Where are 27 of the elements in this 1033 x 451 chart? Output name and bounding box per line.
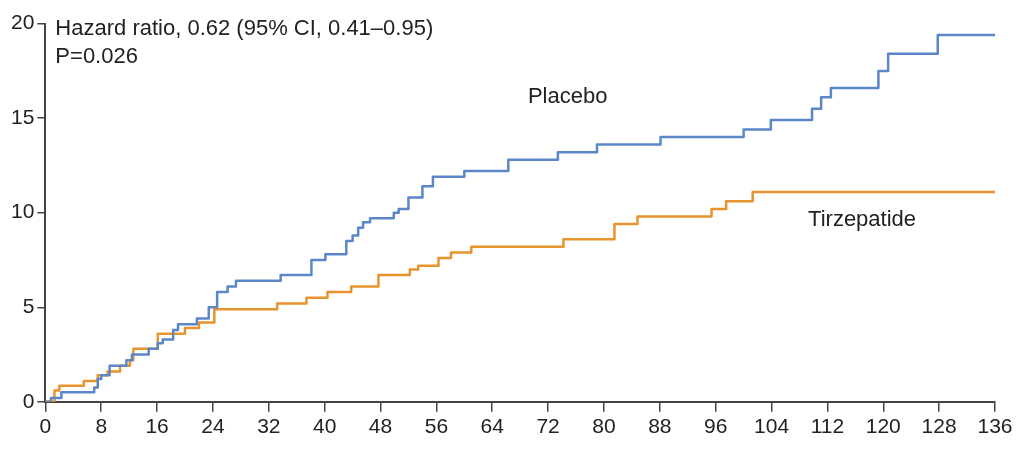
x-tick-label: 112 <box>810 414 845 438</box>
y-tick-label: 5 <box>22 294 35 318</box>
series-label: Placebo <box>527 83 608 109</box>
x-tick-label: 96 <box>704 414 728 438</box>
x-tick-label: 128 <box>921 414 957 438</box>
y-tick-label: 20 <box>11 10 35 34</box>
x-tick-label: 8 <box>95 414 108 438</box>
x-tick-label: 32 <box>257 414 281 438</box>
x-tick-label: 80 <box>592 414 616 438</box>
x-tick-label: 120 <box>865 414 901 438</box>
annotation: P=0.026 <box>55 42 138 68</box>
x-tick-label: 104 <box>754 414 790 438</box>
x-tick-label: 72 <box>536 414 560 438</box>
x-tick-label: 16 <box>145 414 169 438</box>
x-tick-label: 40 <box>312 414 337 438</box>
y-tick-label: 15 <box>11 104 35 128</box>
x-tick-label: 88 <box>648 414 672 438</box>
x-tick-label: 0 <box>39 414 52 438</box>
x-tick-label: 56 <box>424 414 449 438</box>
x-tick-label: 48 <box>368 414 393 438</box>
x-tick-label: 64 <box>480 414 505 438</box>
x-tick-label: 136 <box>977 414 1013 438</box>
x-tick-label: 24 <box>201 414 225 438</box>
series-label: Tirzepatide <box>808 205 917 231</box>
annotation: Hazard ratio, 0.62 (95% CI, 0.41–0.95) <box>55 14 434 40</box>
y-tick-label: 0 <box>22 388 35 412</box>
y-tick-label: 10 <box>11 199 35 223</box>
